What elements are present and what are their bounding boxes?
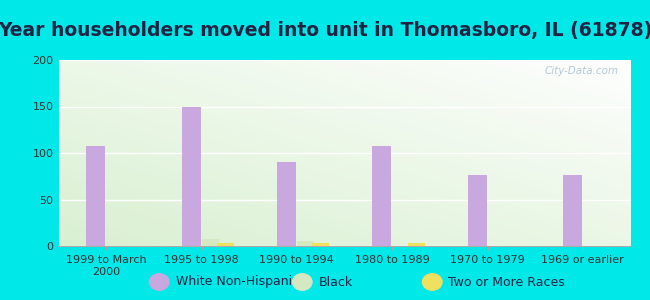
Text: City-Data.com: City-Data.com: [545, 66, 619, 76]
Text: White Non-Hispanic: White Non-Hispanic: [176, 275, 298, 289]
Bar: [277, 162, 296, 246]
Bar: [372, 146, 391, 246]
Bar: [408, 243, 424, 246]
Bar: [217, 243, 234, 246]
Bar: [202, 239, 218, 246]
Text: Black: Black: [318, 275, 352, 289]
Bar: [563, 175, 582, 246]
Bar: [86, 146, 105, 246]
Text: Two or More Races: Two or More Races: [448, 275, 566, 289]
Bar: [312, 243, 330, 246]
Bar: [182, 107, 201, 246]
Bar: [297, 241, 314, 246]
Bar: [468, 175, 487, 246]
Text: Year householders moved into unit in Thomasboro, IL (61878): Year householders moved into unit in Tho…: [0, 21, 650, 40]
